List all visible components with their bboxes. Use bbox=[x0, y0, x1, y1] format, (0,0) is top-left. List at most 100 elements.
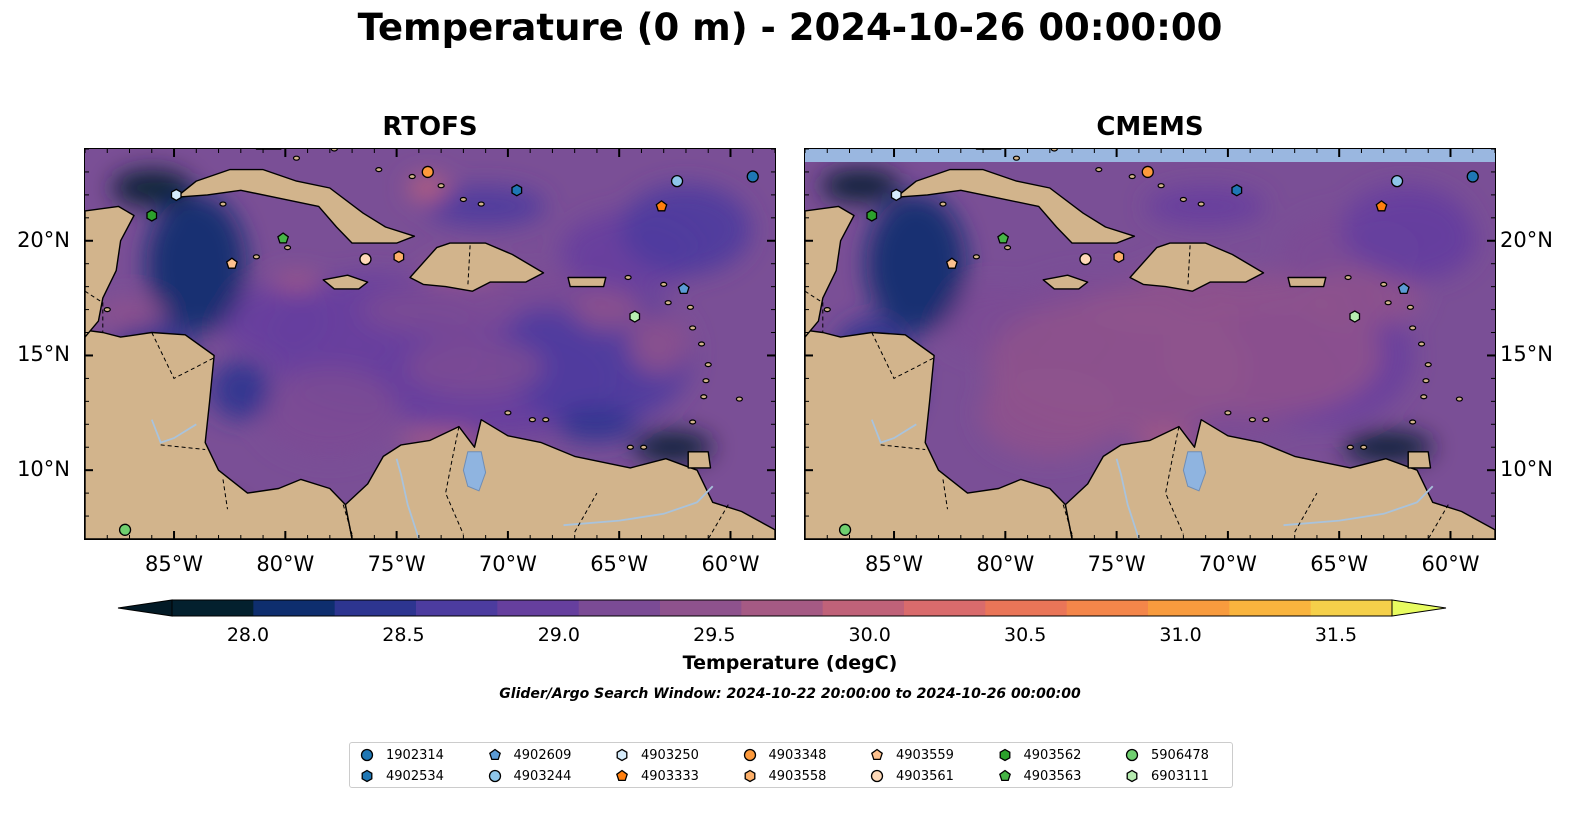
land-puertorico bbox=[567, 276, 607, 288]
platform-marker-1902314[interactable] bbox=[1466, 170, 1479, 183]
platform-marker-4903244[interactable] bbox=[1390, 174, 1404, 188]
legend-marker-4903244[interactable] bbox=[488, 769, 501, 783]
lat-tick-label: 10°N bbox=[1500, 457, 1553, 482]
legend-item-4903348[interactable]: 4903348 bbox=[743, 746, 826, 764]
legend-marker-6903111[interactable] bbox=[1126, 769, 1138, 783]
legend-item-1902314[interactable]: 1902314 bbox=[360, 746, 444, 764]
platform-marker-4902609[interactable] bbox=[1397, 282, 1410, 295]
legend-marker-4902609[interactable] bbox=[488, 748, 501, 761]
platform-marker-4903348[interactable] bbox=[1141, 165, 1154, 179]
colorbar-segment bbox=[253, 600, 336, 616]
platform-marker-4903561[interactable] bbox=[1079, 252, 1092, 266]
platform-marker-4903563[interactable] bbox=[277, 232, 290, 244]
land-yucatan bbox=[85, 205, 135, 338]
legend-marker-4902534[interactable] bbox=[361, 769, 373, 783]
platform-marker-4903563[interactable] bbox=[997, 232, 1010, 244]
lon-tick-label: 75°W bbox=[1087, 552, 1146, 576]
island bbox=[1380, 281, 1388, 287]
platform-marker-4903559[interactable] bbox=[225, 257, 238, 269]
island bbox=[704, 362, 712, 368]
platform-marker-4903561[interactable] bbox=[359, 252, 372, 266]
legend-label: 4903558 bbox=[768, 768, 827, 784]
island bbox=[103, 306, 111, 313]
platform-marker-6903111[interactable] bbox=[1349, 310, 1361, 323]
legend-label: 4903333 bbox=[641, 768, 699, 784]
platform-marker-5906478[interactable] bbox=[838, 523, 852, 536]
legend-item-4903250[interactable]: 4903250 bbox=[615, 746, 699, 764]
legend-marker-4903348[interactable] bbox=[743, 748, 756, 762]
legend-item-4903562[interactable]: 4903562 bbox=[998, 746, 1081, 764]
legend-item-4903563[interactable]: 4903563 bbox=[998, 767, 1081, 785]
platform-marker-4903250[interactable] bbox=[890, 188, 902, 202]
colorbar-extend-low bbox=[117, 599, 173, 617]
legend-item-4903558[interactable]: 4903558 bbox=[743, 767, 827, 785]
lon-tick-label: 65°W bbox=[1310, 552, 1369, 576]
lake-maracaibo bbox=[1182, 451, 1207, 492]
legend-item-4903244[interactable]: 4903244 bbox=[488, 767, 572, 785]
platform-marker-4903558[interactable] bbox=[1113, 250, 1125, 264]
platform-marker-4903244[interactable] bbox=[670, 174, 684, 188]
platform-marker-4903250[interactable] bbox=[170, 188, 182, 202]
legend-item-4902534[interactable]: 4902534 bbox=[360, 767, 444, 785]
legend-item-4902609[interactable]: 4902609 bbox=[488, 746, 571, 764]
country-border bbox=[805, 290, 824, 333]
country-border bbox=[942, 479, 948, 510]
platform-marker-4903559[interactable] bbox=[945, 257, 958, 269]
colorbar-segment bbox=[822, 600, 905, 616]
legend-marker-5906478[interactable] bbox=[1125, 748, 1139, 762]
platform-marker-4902534[interactable] bbox=[1231, 184, 1243, 197]
platform-marker-4903333[interactable] bbox=[655, 200, 668, 212]
platform-marker-4902534[interactable] bbox=[511, 184, 523, 197]
legend-item-4903561[interactable]: 4903561 bbox=[870, 767, 954, 785]
island bbox=[1384, 300, 1392, 306]
platform-marker-1902314[interactable] bbox=[746, 170, 759, 183]
legend-label: 4903244 bbox=[513, 768, 572, 784]
island bbox=[330, 149, 338, 152]
platform-marker-4903562[interactable] bbox=[146, 209, 158, 222]
platform-marker-4903348[interactable] bbox=[421, 165, 434, 179]
legend-marker-4903558[interactable] bbox=[744, 769, 755, 783]
island bbox=[283, 245, 292, 251]
platform-marker-4902609[interactable] bbox=[677, 282, 690, 295]
legend-marker-4903562[interactable] bbox=[999, 748, 1010, 762]
map-panel-cmems[interactable] bbox=[804, 148, 1496, 540]
hexagon-marker-icon bbox=[999, 748, 1010, 762]
legend-marker-4903563[interactable] bbox=[998, 769, 1011, 782]
circle-marker-icon bbox=[488, 769, 501, 783]
colorbar-segment bbox=[578, 600, 661, 616]
colorbar-segment bbox=[1148, 600, 1230, 616]
colorbar-segment bbox=[660, 600, 742, 616]
island bbox=[1262, 417, 1270, 423]
legend-marker-4903561[interactable] bbox=[870, 769, 884, 783]
legend-item-4903559[interactable]: 4903559 bbox=[870, 746, 954, 764]
platform-marker-5906478[interactable] bbox=[118, 523, 132, 536]
legend-item-5906478[interactable]: 5906478 bbox=[1125, 746, 1209, 764]
legend-marker-4903250[interactable] bbox=[616, 748, 628, 762]
colorbar-segment bbox=[1229, 600, 1312, 616]
legend-item-4903333[interactable]: 4903333 bbox=[615, 767, 699, 785]
map-panel-rtofs[interactable] bbox=[84, 148, 776, 540]
lat-tick-label: 20°N bbox=[1500, 227, 1553, 252]
platform-marker-4903562[interactable] bbox=[866, 209, 878, 222]
legend-marker-4903333[interactable] bbox=[616, 769, 628, 782]
colorbar-segment bbox=[334, 600, 417, 616]
island bbox=[689, 325, 697, 331]
island bbox=[697, 341, 706, 347]
platform-marker-4903558[interactable] bbox=[393, 250, 405, 264]
country-border bbox=[342, 504, 353, 535]
legend-item-6903111[interactable]: 6903111 bbox=[1125, 767, 1209, 785]
colorbar-segment bbox=[497, 600, 580, 616]
colorbar-tick-label: 28.0 bbox=[226, 624, 270, 646]
platform-marker-6903111[interactable] bbox=[629, 310, 641, 323]
island bbox=[1409, 325, 1417, 331]
island bbox=[1003, 245, 1012, 251]
platform-marker-4903333[interactable] bbox=[1375, 200, 1388, 212]
island bbox=[700, 394, 708, 400]
land-puertorico bbox=[1287, 276, 1327, 288]
legend-marker-1902314[interactable] bbox=[360, 748, 374, 762]
land-cuba bbox=[895, 168, 1136, 244]
island bbox=[1417, 341, 1426, 347]
country-border bbox=[160, 444, 206, 450]
legend-marker-4903559[interactable] bbox=[871, 748, 883, 761]
island bbox=[626, 444, 634, 450]
